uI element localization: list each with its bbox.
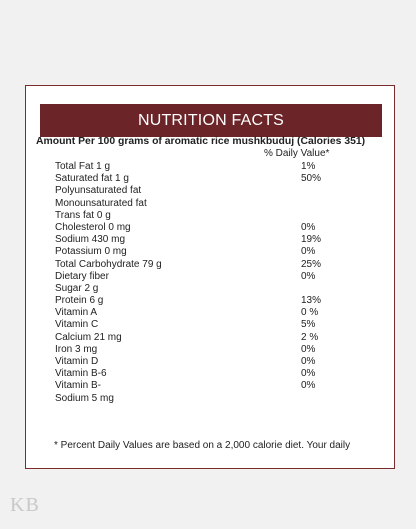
- nutrient-row: Vitamin A 0 %: [55, 307, 375, 319]
- nutrient-name: Potassium 0 mg: [55, 246, 127, 258]
- nutrient-row: Iron 3 mg 0%: [55, 344, 375, 356]
- nutrient-daily-value: 0%: [301, 380, 316, 392]
- nutrition-facts-panel: NUTRITION FACTS Amount Per 100 grams of …: [25, 85, 395, 469]
- nutrient-name: Sugar 2 g: [55, 282, 99, 294]
- nutrient-name: Sodium 430 mg: [55, 234, 126, 246]
- nutrient-name: Vitamin B-: [55, 380, 101, 392]
- nutrient-daily-value: 19%: [301, 234, 322, 246]
- nutrient-row: Dietary fiber 0%: [55, 271, 375, 283]
- nutrient-row: Sodium 430 mg 19%: [55, 234, 375, 246]
- nutrient-daily-value: 0%: [301, 356, 316, 367]
- nutrient-name: Cholesterol 0 mg: [55, 221, 131, 233]
- nutrient-row: Cholesterol 0 mg 0%: [55, 222, 375, 234]
- nutrient-name: Vitamin A: [55, 307, 98, 319]
- nutrient-row: Saturated fat 1 g 50%: [55, 173, 375, 185]
- daily-value-header: % Daily Value*: [264, 148, 330, 159]
- nutrient-name: Vitamin B-6: [55, 368, 107, 380]
- nutrient-row: Sodium 5 mg: [55, 393, 375, 405]
- nutrient-name: Iron 3 mg: [55, 343, 98, 355]
- nutrient-name: Polyunsaturated fat: [55, 185, 142, 197]
- nutrient-daily-value: 50%: [301, 173, 322, 185]
- nutrient-daily-value: 0%: [301, 221, 316, 233]
- nutrient-row: Vitamin D 0%: [55, 356, 375, 368]
- nutrient-row: Vitamin C 5%: [55, 319, 375, 331]
- nutrient-row: Polyunsaturated fat: [55, 185, 375, 197]
- nutrient-row: Calcium 21 mg 2 %: [55, 332, 375, 344]
- nutrient-name: Total Fat 1 g: [55, 161, 111, 172]
- nutrient-name: Vitamin D: [55, 356, 99, 367]
- nutrient-name: Protein 6 g: [55, 295, 104, 307]
- nutrient-daily-value: 0 %: [301, 307, 319, 319]
- nutrient-daily-value: 0%: [301, 270, 316, 282]
- nutrient-name: Total Carbohydrate 79 g: [55, 258, 162, 270]
- nutrient-daily-value: 2 %: [301, 331, 319, 343]
- nutrient-daily-value: 1%: [301, 161, 316, 172]
- nutrient-name: Sodium 5 mg: [55, 392, 114, 404]
- nutrient-name: Monounsaturated fat: [55, 197, 147, 209]
- nutrient-row: Vitamin B- 0%: [55, 380, 375, 392]
- brand-logo: KB: [10, 494, 40, 516]
- nutrient-row: Total Fat 1 g 1%: [55, 161, 375, 173]
- nutrient-row: Trans fat 0 g: [55, 210, 375, 222]
- nutrient-name: Calcium 21 mg: [55, 331, 122, 343]
- nutrient-row: Potassium 0 mg 0%: [55, 246, 375, 258]
- nutrient-daily-value: 13%: [301, 295, 322, 307]
- nutrient-daily-value: 5%: [301, 319, 316, 331]
- nutrient-daily-value: 25%: [301, 258, 322, 270]
- nutrient-row: Monounsaturated fat: [55, 198, 375, 210]
- nutrient-daily-value: 0%: [301, 368, 316, 380]
- footnote: * Percent Daily Values are based on a 2,…: [54, 440, 351, 451]
- nutrient-row: Total Carbohydrate 79 g 25%: [55, 259, 375, 271]
- nutrient-name: Saturated fat 1 g: [55, 173, 129, 185]
- nutrient-daily-value: 0%: [301, 343, 316, 355]
- nutrient-name: Dietary fiber: [55, 270, 109, 282]
- nutrient-list: Total Fat 1 g 1% Saturated fat 1 g 50% Polyu…: [55, 161, 375, 405]
- nutrient-row: Protein 6 g 13%: [55, 295, 375, 307]
- nutrient-row: Sugar 2 g: [55, 283, 375, 295]
- nutrient-row: Vitamin B-6 0%: [55, 368, 375, 380]
- amount-per-serving: Amount Per 100 grams of aromatic rice mu…: [36, 136, 366, 147]
- panel-title: NUTRITION FACTS: [40, 104, 382, 137]
- nutrient-daily-value: 0%: [301, 246, 316, 258]
- nutrient-name: Trans fat 0 g: [55, 209, 111, 221]
- nutrient-name: Vitamin C: [55, 319, 99, 331]
